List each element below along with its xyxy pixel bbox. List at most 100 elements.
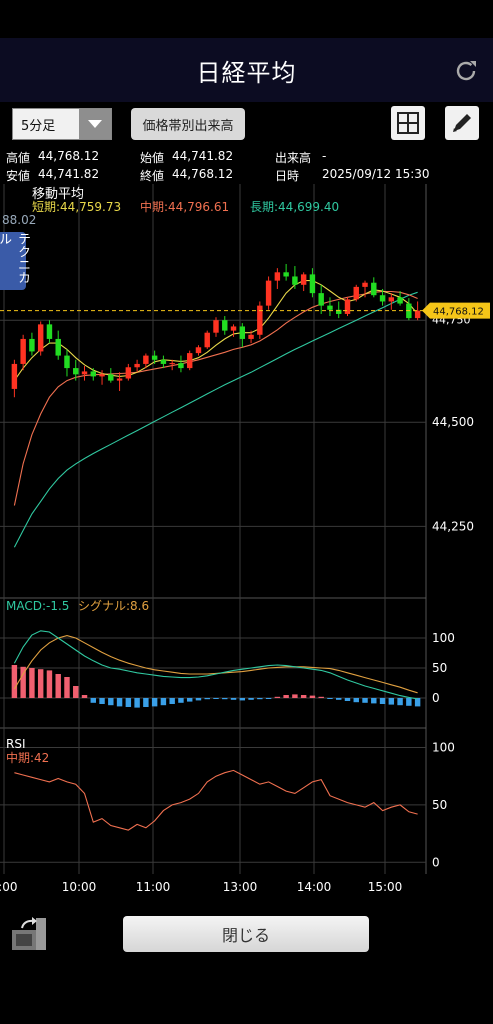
x-tick-label: 10:00 [62,880,97,894]
signal-line [13,635,418,694]
macd-histogram-bar [327,698,333,699]
macd-line [13,630,418,700]
macd-histogram-bar [257,698,263,700]
macd-y-tick-label: 0 [432,691,440,705]
macd-histogram-bar [371,698,377,704]
candle-body [292,276,298,285]
ohlc-info: 高値 44,768.12 安値 44,741.82 始値 44,741.82 終… [0,146,493,184]
candle-body [336,309,342,314]
chart-area[interactable]: 9:00 10:00 11:00 13:00 14:00 15:00 44,500 44,25… [0,184,493,900]
rsi-y-tick-label: 50 [432,798,447,812]
grid-icon [397,112,419,134]
rsi-y-tick-label: 100 [432,740,455,754]
macd-histogram-bar [134,698,140,708]
candle-body [379,295,386,302]
macd-histogram-bar [362,698,368,703]
macd-histogram-bar [318,696,324,698]
rotate-screen-icon[interactable] [10,916,48,952]
high-value: 44,768.12 [38,149,100,163]
candle-body [99,374,105,377]
x-tick-label: 11:00 [136,880,171,894]
rsi-y-tick-label: 0 [432,855,440,869]
open-label: 始値 [140,151,165,165]
macd-histogram-bar [248,698,254,700]
macd-histogram-bar [108,698,114,706]
close-label: 終値 [140,169,165,183]
macd-histogram-bar [99,698,105,704]
ma-title: 移動平均 [32,187,84,202]
ma-mid-line [13,290,418,506]
pencil-icon [453,114,471,132]
candle-body [29,338,35,352]
macd-histogram-bar [55,674,61,698]
rsi-legend: 中期:42 [6,750,49,765]
candle-body [300,274,307,285]
macd-histogram-bar [160,698,167,706]
draw-button[interactable] [445,106,479,140]
candle-body [46,324,53,339]
chevron-down-icon [79,109,111,139]
volume-value: - [322,149,327,163]
toolbar: 5分足 価格帯別出来高 [0,102,493,146]
candle-body [353,286,359,300]
candle-body [151,355,158,360]
candle-body [160,359,167,364]
candle-body [318,293,324,306]
x-tick-label: 9:00 [0,880,17,894]
macd-y-tick-label: 100 [432,631,455,645]
page-title: 日経平均 [196,58,297,87]
low-label: 安値 [6,169,31,183]
candle-body [64,355,70,369]
candle-body [186,353,193,369]
macd-histogram-bar [283,695,289,698]
macd-histogram-bar [81,695,88,698]
macd-histogram-bar [151,698,158,707]
rsi-title: RSI [6,737,26,751]
macd-histogram-bar [64,677,70,698]
grid-layout-button[interactable] [391,106,425,140]
volume-label: 出来高 [275,151,312,165]
candle-body [239,326,246,339]
macd-histogram-bar [222,698,228,700]
macd-histogram-bar [204,698,210,700]
candle-body [371,282,377,296]
datetime-label: 日時 [275,169,300,183]
macd-histogram-bar [213,698,219,699]
price-y-tick-label: 44,500 [432,415,474,429]
candle-body [265,280,272,306]
candle-body [283,272,289,277]
macd-histogram-bar [11,665,18,698]
macd-legend: MACD:-1.5 [6,599,69,613]
macd-histogram-bar [186,698,193,702]
technical-tab[interactable]: テクニカル [0,232,30,290]
close-button[interactable]: 閉じる [123,916,369,952]
macd-histogram-bar [37,669,44,698]
low-value: 44,741.82 [38,167,100,181]
macd-histogram-bar [388,698,395,705]
ma-short-legend: 短期:44,759.73 [32,200,121,214]
rsi-line [14,769,418,831]
macd-histogram-bar [46,670,53,698]
refresh-icon[interactable] [453,58,479,84]
candle-body [257,305,263,335]
macd-histogram-bar [300,695,307,698]
bottom-bar: 閉じる [0,900,493,1024]
candle-body [388,297,395,302]
macd-histogram-bar [143,698,149,707]
macd-histogram-bar [274,696,281,698]
macd-y-tick-label: 50 [432,661,447,675]
macd-histogram-bar [414,698,421,707]
candle-body [414,310,421,319]
x-tick-label: 15:00 [368,880,403,894]
candle-body [169,363,175,365]
high-label: 高値 [6,151,31,165]
interval-select[interactable]: 5分足 [12,108,112,140]
candle-body [195,347,202,354]
volume-profile-button[interactable]: 価格帯別出来高 [131,108,245,140]
macd-histogram-bar [195,698,202,701]
macd-histogram-bar [230,698,237,700]
candle-body [178,363,184,369]
current-price-label: 44,768.12 [433,307,484,318]
candle-body [116,378,123,381]
candle-body [344,299,351,314]
